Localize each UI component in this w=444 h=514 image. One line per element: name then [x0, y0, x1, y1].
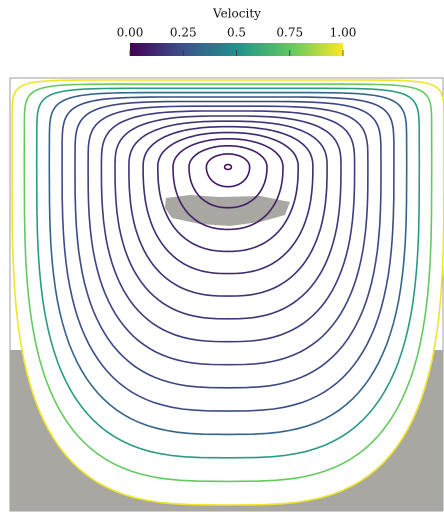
- colorbar-tick-label: 0.5: [227, 26, 246, 40]
- streamline: [205, 153, 251, 188]
- field: [9, 77, 444, 512]
- stagnant-region: [165, 195, 290, 226]
- colorbar-tick-label: 0.75: [276, 26, 303, 40]
- streamline: [11, 79, 444, 506]
- colorbar-tick-label: 0.00: [117, 26, 144, 40]
- streamline: [114, 115, 342, 320]
- vortex-core: [223, 163, 233, 171]
- colorbar-tick-label: 1.00: [330, 26, 357, 40]
- streamline: [156, 131, 300, 253]
- streamline: [23, 83, 433, 483]
- streamline: [87, 105, 369, 366]
- streamline: [172, 138, 284, 231]
- streamline: [128, 120, 328, 297]
- streamline: [61, 96, 395, 412]
- streamline: [74, 100, 382, 389]
- flow-region: [12, 80, 444, 505]
- colorbar-title: Velocity: [212, 7, 261, 21]
- streamline: [188, 145, 268, 209]
- streamline: [142, 125, 314, 275]
- streamline: [48, 91, 408, 436]
- streamline: [35, 87, 421, 459]
- streamline: [100, 110, 356, 343]
- colorbar-tick-label: 0.25: [170, 26, 197, 40]
